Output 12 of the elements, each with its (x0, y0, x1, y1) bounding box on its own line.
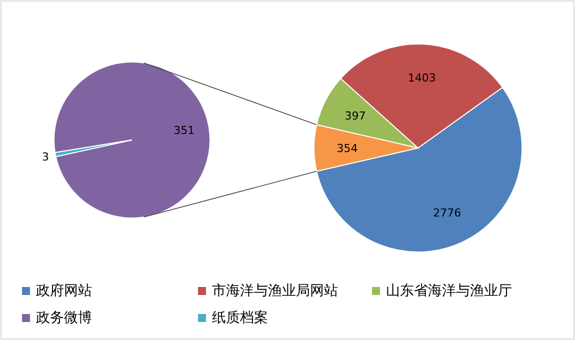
data-label: 397 (344, 109, 366, 122)
legend-label: 纸质档案 (212, 309, 268, 326)
legend-label: 市海洋与渔业局网站 (212, 283, 338, 299)
legend-label: 山东省海洋与渔业厅 (386, 283, 512, 299)
data-label: 3 (42, 150, 50, 164)
data-label: 354 (336, 142, 358, 155)
legend-label: 政务微博 (36, 310, 92, 326)
legend-label: 政府网站 (36, 283, 92, 299)
data-label: 1403 (408, 71, 436, 84)
pie-slice (54, 62, 210, 218)
data-label: 2776 (433, 206, 462, 220)
data-label: 351 (174, 124, 195, 138)
